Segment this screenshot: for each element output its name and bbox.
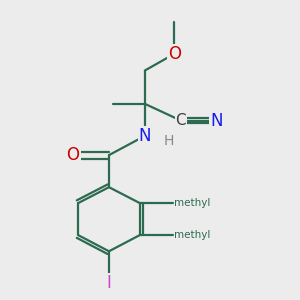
Text: N: N — [210, 112, 223, 130]
Text: C: C — [176, 113, 186, 128]
Text: methyl: methyl — [174, 198, 211, 208]
Text: N: N — [139, 127, 151, 145]
Text: I: I — [106, 274, 111, 292]
Text: O: O — [168, 45, 181, 63]
Text: methyl: methyl — [174, 230, 211, 240]
Text: O: O — [67, 146, 80, 164]
Text: H: H — [164, 134, 175, 148]
